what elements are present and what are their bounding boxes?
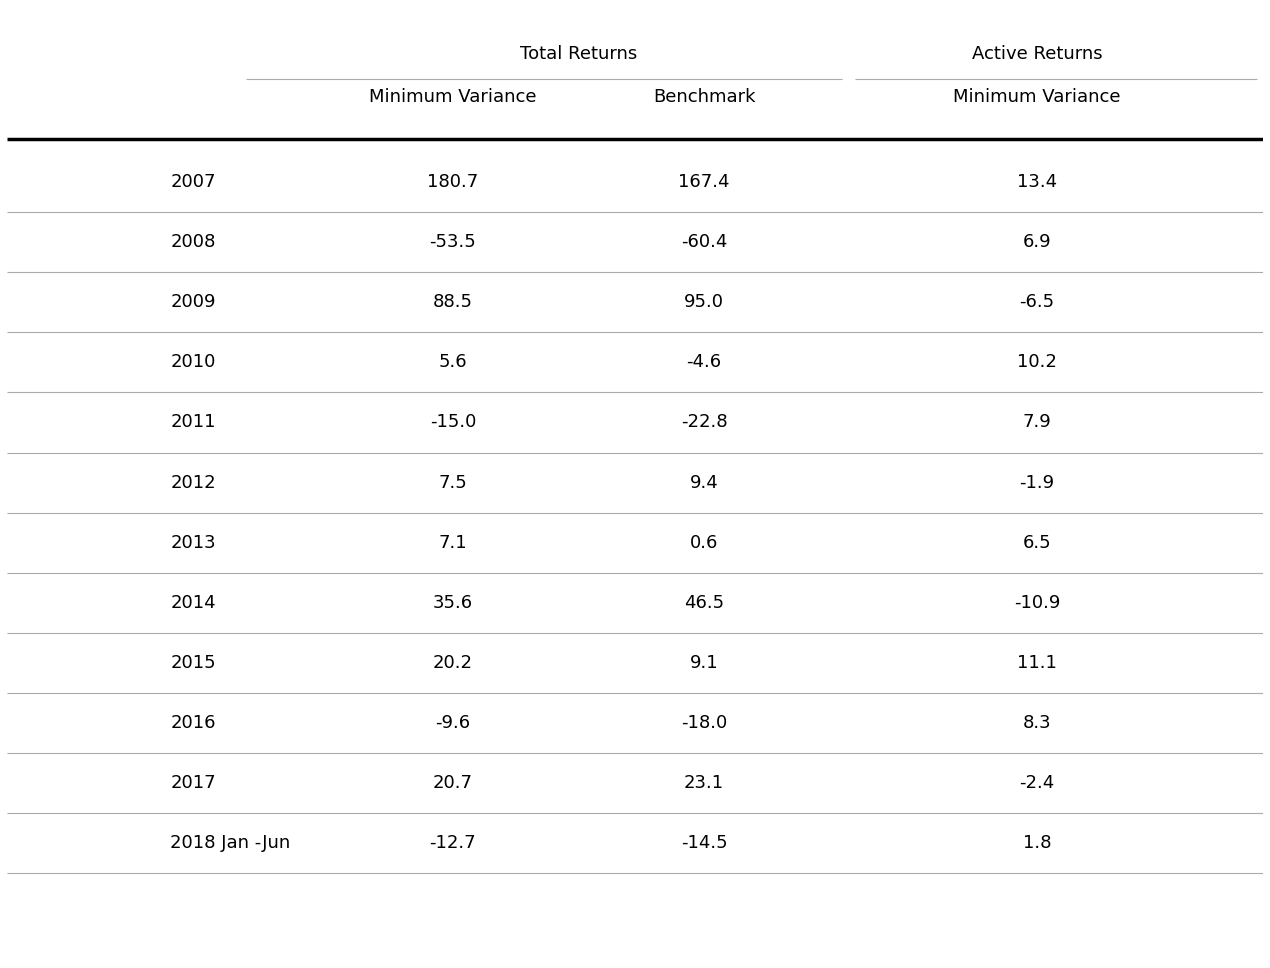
Text: 20.2: 20.2 [433,654,472,672]
Text: 6.5: 6.5 [1022,533,1052,552]
Text: -2.4: -2.4 [1020,774,1054,792]
Text: 95.0: 95.0 [685,293,724,312]
Text: Active Returns: Active Returns [972,45,1102,63]
Text: -10.9: -10.9 [1013,593,1060,612]
Text: 23.1: 23.1 [685,774,724,792]
Text: 2011: 2011 [170,413,216,432]
Text: 35.6: 35.6 [433,593,472,612]
Text: 13.4: 13.4 [1017,173,1057,191]
Text: 2007: 2007 [170,173,216,191]
Text: 11.1: 11.1 [1017,654,1057,672]
Text: -1.9: -1.9 [1020,473,1054,492]
Text: 167.4: 167.4 [678,173,730,191]
Text: 2014: 2014 [170,593,216,612]
Text: 2009: 2009 [170,293,216,312]
Text: 7.5: 7.5 [438,473,467,492]
Text: -9.6: -9.6 [436,714,470,732]
Text: 46.5: 46.5 [685,593,724,612]
Text: 2016: 2016 [170,714,216,732]
Text: Minimum Variance: Minimum Variance [370,88,537,106]
Text: 10.2: 10.2 [1017,353,1057,372]
Text: 180.7: 180.7 [427,173,479,191]
Text: 2008: 2008 [170,233,216,251]
Text: Benchmark: Benchmark [653,88,756,106]
Text: 9.4: 9.4 [690,473,719,492]
Text: 8.3: 8.3 [1022,714,1052,732]
Text: -53.5: -53.5 [429,233,476,251]
Text: 2017: 2017 [170,774,216,792]
Text: 2012: 2012 [170,473,216,492]
Text: Minimum Variance: Minimum Variance [954,88,1120,106]
Text: -22.8: -22.8 [681,413,728,432]
Text: 1.8: 1.8 [1022,834,1052,852]
Text: 6.9: 6.9 [1022,233,1052,251]
Text: 2015: 2015 [170,654,216,672]
Text: -18.0: -18.0 [681,714,728,732]
Text: 5.6: 5.6 [438,353,467,372]
Text: -6.5: -6.5 [1020,293,1054,312]
Text: 7.1: 7.1 [438,533,467,552]
Text: 88.5: 88.5 [433,293,472,312]
Text: -60.4: -60.4 [681,233,728,251]
Text: 2010: 2010 [170,353,216,372]
Text: 0.6: 0.6 [690,533,719,552]
Text: 7.9: 7.9 [1022,413,1052,432]
Text: 2013: 2013 [170,533,216,552]
Text: Total Returns: Total Returns [519,45,638,63]
Text: 9.1: 9.1 [690,654,719,672]
Text: -4.6: -4.6 [687,353,721,372]
Text: -15.0: -15.0 [429,413,476,432]
Text: 2018 Jan -Jun: 2018 Jan -Jun [170,834,291,852]
Text: -12.7: -12.7 [429,834,476,852]
Text: -14.5: -14.5 [681,834,728,852]
Text: 20.7: 20.7 [433,774,472,792]
